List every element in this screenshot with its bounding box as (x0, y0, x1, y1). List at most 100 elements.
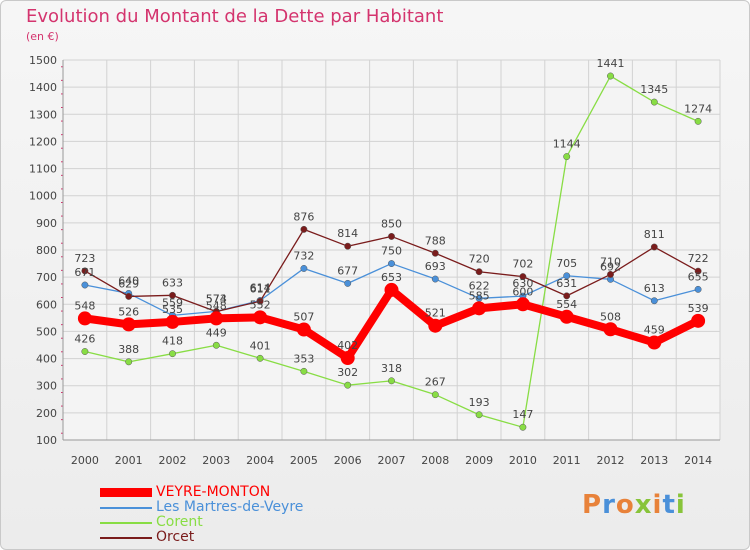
data-label: 388 (118, 343, 139, 356)
data-label: 692 (600, 260, 621, 273)
legend-item-orcet: Orcet (100, 530, 194, 545)
legend-item-veyre-monton: VEYRE-MONTON (100, 485, 270, 500)
data-point-les-martres-de-veyre (300, 265, 308, 272)
data-label: 750 (381, 245, 402, 258)
line-chart: 100 200 300 400 500 600 700 800 900 1000 1100 1200 1… (29, 54, 721, 467)
data-point-corent (169, 350, 176, 358)
data-label: 702 (512, 258, 533, 271)
data-label: 418 (162, 335, 183, 348)
y-tick-label: 200 (36, 407, 57, 420)
data-label: 353 (293, 352, 314, 365)
legend-swatch (100, 521, 152, 524)
data-point-veyre-monton (428, 318, 443, 333)
x-tick-label: 2009 (465, 454, 493, 467)
data-point-veyre-monton (384, 282, 399, 297)
data-label: 622 (469, 279, 490, 292)
x-tick-label: 2000 (71, 454, 99, 467)
data-point-veyre-monton (253, 310, 268, 325)
data-label: 1441 (597, 57, 625, 70)
data-label: 614 (250, 281, 271, 294)
data-point-orcet (431, 249, 439, 257)
data-label: 876 (293, 210, 314, 223)
legend-label: Orcet (156, 529, 195, 545)
legend-swatch (100, 506, 152, 509)
data-point-corent (607, 72, 614, 80)
y-tick-label: 1400 (29, 81, 57, 94)
y-tick-label: 800 (36, 244, 57, 257)
x-tick-label: 2012 (597, 454, 625, 467)
data-point-orcet (388, 232, 395, 240)
data-label: 631 (556, 277, 577, 290)
y-tick-label: 1300 (29, 108, 57, 121)
data-label: 720 (469, 253, 490, 266)
chart-title: Evolution du Montant de la Dette par Hab… (26, 6, 444, 27)
y-tick-label: 500 (36, 325, 57, 338)
data-label: 574 (206, 292, 227, 305)
legend-label: Corent (156, 514, 203, 530)
data-label: 526 (118, 305, 139, 318)
data-label: 653 (381, 271, 402, 284)
data-label: 521 (425, 307, 446, 320)
chart-subtitle: (en €) (26, 30, 59, 43)
data-point-veyre-monton (296, 322, 311, 337)
data-point-les-martres-de-veyre (431, 275, 439, 283)
data-point-orcet (125, 292, 133, 300)
legend-item-les-martres-de-veyre: Les Martres-de-Veyre (100, 500, 303, 515)
data-label: 693 (425, 260, 446, 273)
data-point-veyre-monton (472, 301, 487, 316)
data-point-orcet (650, 243, 658, 251)
data-label: 402 (337, 339, 358, 352)
data-label: 613 (644, 282, 665, 295)
data-label: 426 (74, 333, 95, 346)
x-tick-label: 2013 (640, 454, 668, 467)
data-label: 401 (250, 339, 271, 352)
x-tick-label: 2011 (553, 454, 581, 467)
data-label: 671 (74, 266, 95, 279)
data-point-orcet (81, 267, 89, 275)
y-tick-label: 1100 (29, 163, 57, 176)
data-label: 585 (469, 289, 490, 302)
proxiti-logo: Proxiti (582, 490, 686, 520)
x-tick-label: 2014 (684, 454, 712, 467)
legend-swatch (100, 536, 152, 539)
data-point-veyre-monton (515, 297, 530, 312)
data-label: 507 (293, 311, 314, 324)
data-label: 552 (250, 298, 271, 311)
data-point-orcet (169, 291, 176, 299)
y-tick-label: 1200 (29, 135, 57, 148)
data-label: 655 (688, 270, 709, 283)
data-point-corent (694, 117, 702, 125)
data-label: 449 (206, 326, 227, 339)
x-tick-label: 2004 (246, 454, 274, 467)
y-tick-label: 600 (36, 298, 57, 311)
data-point-corent (344, 381, 352, 389)
data-point-corent (125, 358, 133, 366)
data-label: 267 (425, 376, 446, 389)
data-point-corent (300, 367, 308, 375)
x-tick-label: 2006 (334, 454, 362, 467)
data-label: 559 (162, 296, 183, 309)
x-tick-label: 2010 (509, 454, 537, 467)
data-point-orcet (519, 273, 527, 281)
data-point-orcet (694, 267, 702, 275)
data-point-corent (431, 391, 439, 399)
data-label: 508 (600, 310, 621, 323)
data-label: 193 (469, 396, 490, 409)
legend-label: VEYRE-MONTON (156, 484, 271, 500)
data-point-orcet (607, 270, 614, 278)
data-label: 723 (74, 252, 95, 265)
data-point-les-martres-de-veyre (388, 260, 395, 268)
data-point-corent (212, 341, 220, 349)
y-tick-label: 400 (36, 353, 57, 366)
data-point-les-martres-de-veyre (344, 279, 352, 287)
data-label: 1274 (684, 102, 712, 115)
data-label: 811 (644, 228, 665, 241)
y-tick-label: 1500 (29, 54, 57, 67)
data-label: 302 (337, 366, 358, 379)
data-label: 629 (118, 277, 139, 290)
data-label: 611 (250, 282, 271, 295)
data-label: 814 (337, 227, 358, 240)
data-label: 147 (512, 408, 533, 421)
y-tick-label: 1000 (29, 190, 57, 203)
data-point-orcet (563, 292, 571, 300)
